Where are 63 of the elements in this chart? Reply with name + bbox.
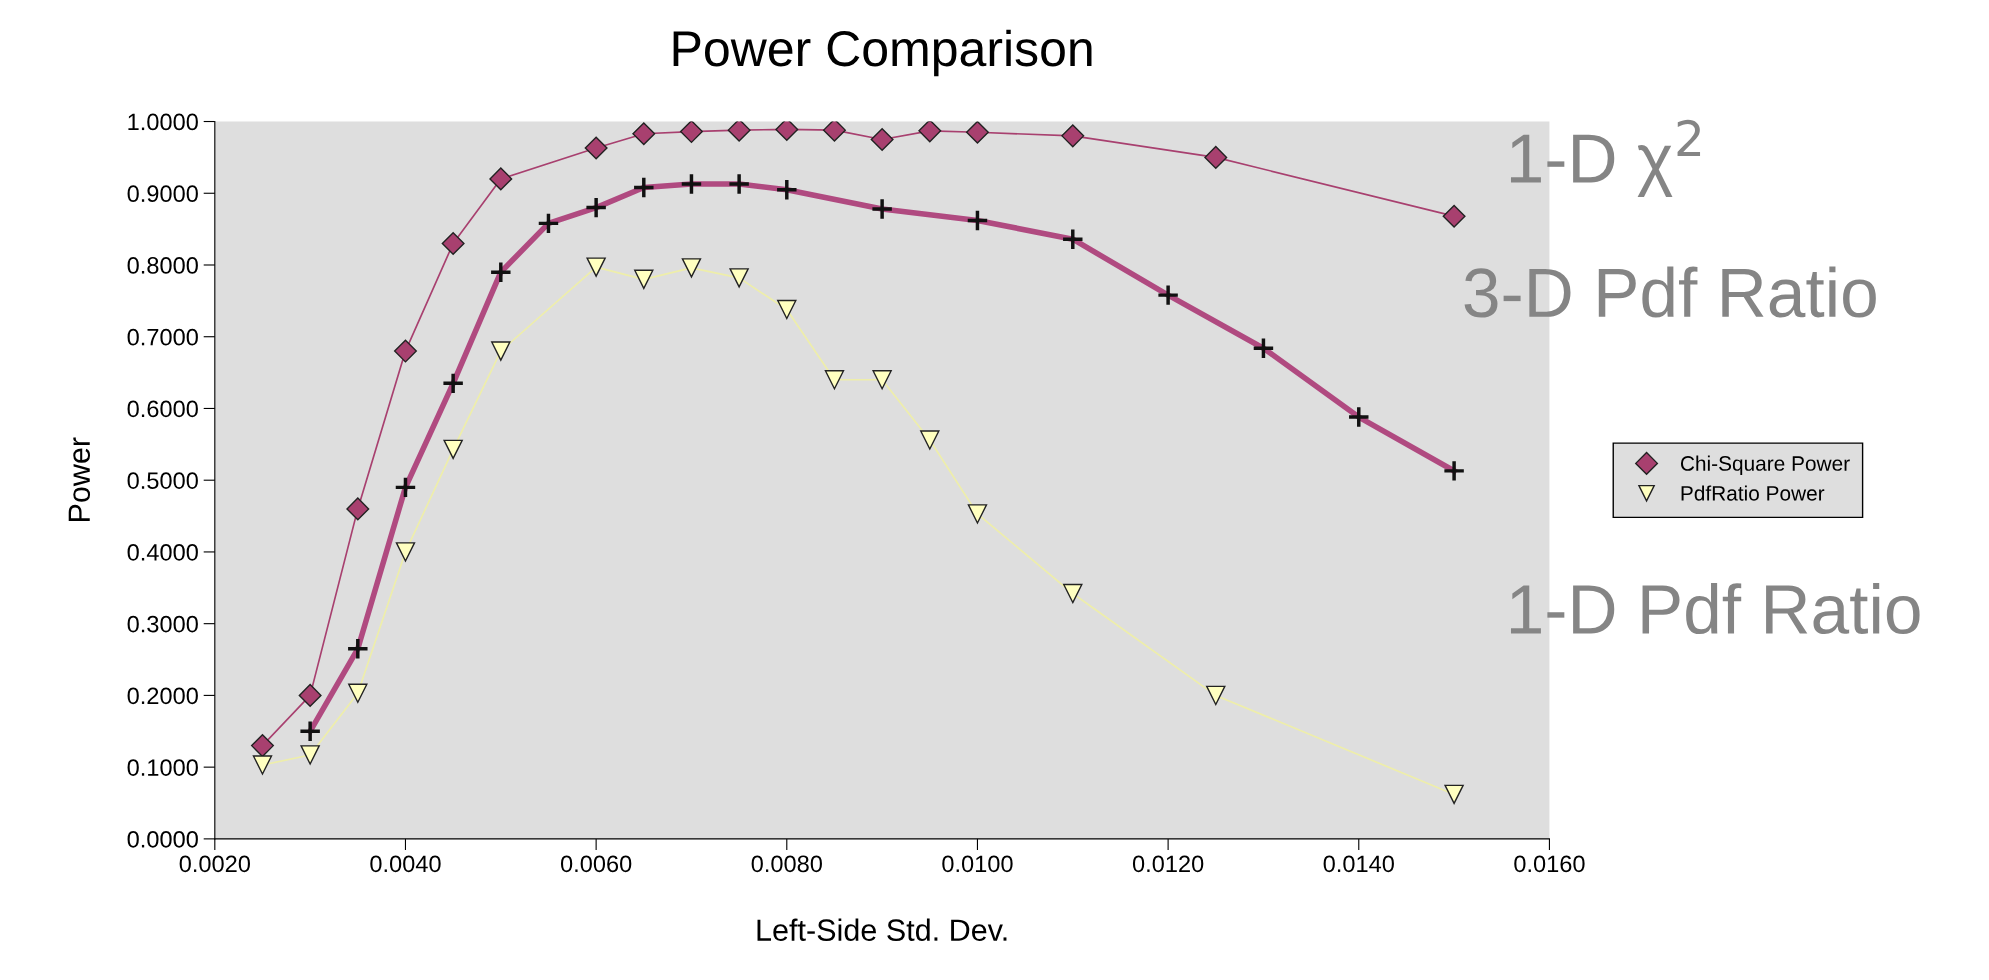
- point: [681, 258, 702, 278]
- point: [967, 504, 988, 524]
- point: [443, 439, 463, 460]
- y-tick-label: 0.7000: [127, 328, 198, 346]
- annotation: 1-D Pdf Ratio: [1510, 583, 1920, 635]
- point: [632, 122, 656, 146]
- y-tick-label: 0.2000: [127, 687, 198, 705]
- point: [298, 683, 322, 707]
- y-tick-label: 0.0000: [127, 830, 198, 848]
- y-tick-label: 0.1000: [127, 759, 198, 776]
- point: [727, 121, 751, 142]
- point: [250, 734, 274, 758]
- point: [920, 430, 940, 450]
- point: [965, 121, 989, 144]
- x-tick-label: 0.0120: [1132, 855, 1204, 873]
- legend-label: PdfRatio Power: [1681, 485, 1825, 501]
- point: [300, 745, 320, 765]
- y-tick-label: 0.5000: [127, 472, 198, 489]
- point: [1444, 784, 1464, 805]
- point: [729, 268, 749, 288]
- legend-label: Chi-Square Power: [1680, 455, 1850, 475]
- y-tick-label: 1.0000: [128, 113, 198, 131]
- point: [1063, 583, 1083, 604]
- point: [393, 339, 417, 363]
- point: [1442, 204, 1466, 228]
- point: [1204, 145, 1228, 169]
- point: [586, 257, 606, 277]
- point: [489, 167, 513, 191]
- point: [918, 121, 942, 143]
- point: [775, 121, 799, 141]
- x-tick-label: 0.0100: [942, 855, 1013, 873]
- x-tick-label: 0.0080: [751, 855, 822, 873]
- point: [872, 370, 892, 390]
- point: [822, 121, 846, 142]
- point: [777, 299, 797, 320]
- x-tick-label: 0.0060: [560, 855, 632, 873]
- x-tick-label: 0.0160: [1514, 855, 1585, 873]
- y-tick-label: 0.6000: [127, 400, 198, 418]
- annotation: 1-D χ$^{2}$: [1510, 119, 1701, 197]
- y-tick-label: 0.3000: [127, 615, 198, 633]
- y-tick-label: 0.9000: [127, 185, 198, 203]
- y-axis-title: Power: [68, 437, 91, 521]
- x-tick-label: 0.0140: [1323, 855, 1394, 873]
- point: [870, 127, 894, 151]
- point: [634, 269, 654, 290]
- point: [348, 683, 368, 703]
- x-tick-label: 0.0020: [179, 855, 250, 873]
- y-tick-label: 0.4000: [127, 544, 198, 561]
- point: [584, 136, 608, 160]
- point: [252, 755, 273, 775]
- annotation: 3-D Pdf Ratio: [1464, 266, 1876, 318]
- point: [441, 231, 465, 255]
- point: [1061, 124, 1085, 148]
- point: [491, 341, 511, 361]
- point: [1206, 685, 1226, 706]
- y-tick-label: 0.8000: [127, 257, 198, 274]
- chart-title: Power Comparison: [673, 29, 1092, 77]
- point: [824, 370, 845, 390]
- x-tick-label: 0.0040: [370, 855, 441, 873]
- point: [395, 542, 416, 562]
- x-axis-title: Left-Side Std. Dev.: [757, 918, 1007, 941]
- point: [679, 121, 703, 144]
- point: [346, 497, 370, 521]
